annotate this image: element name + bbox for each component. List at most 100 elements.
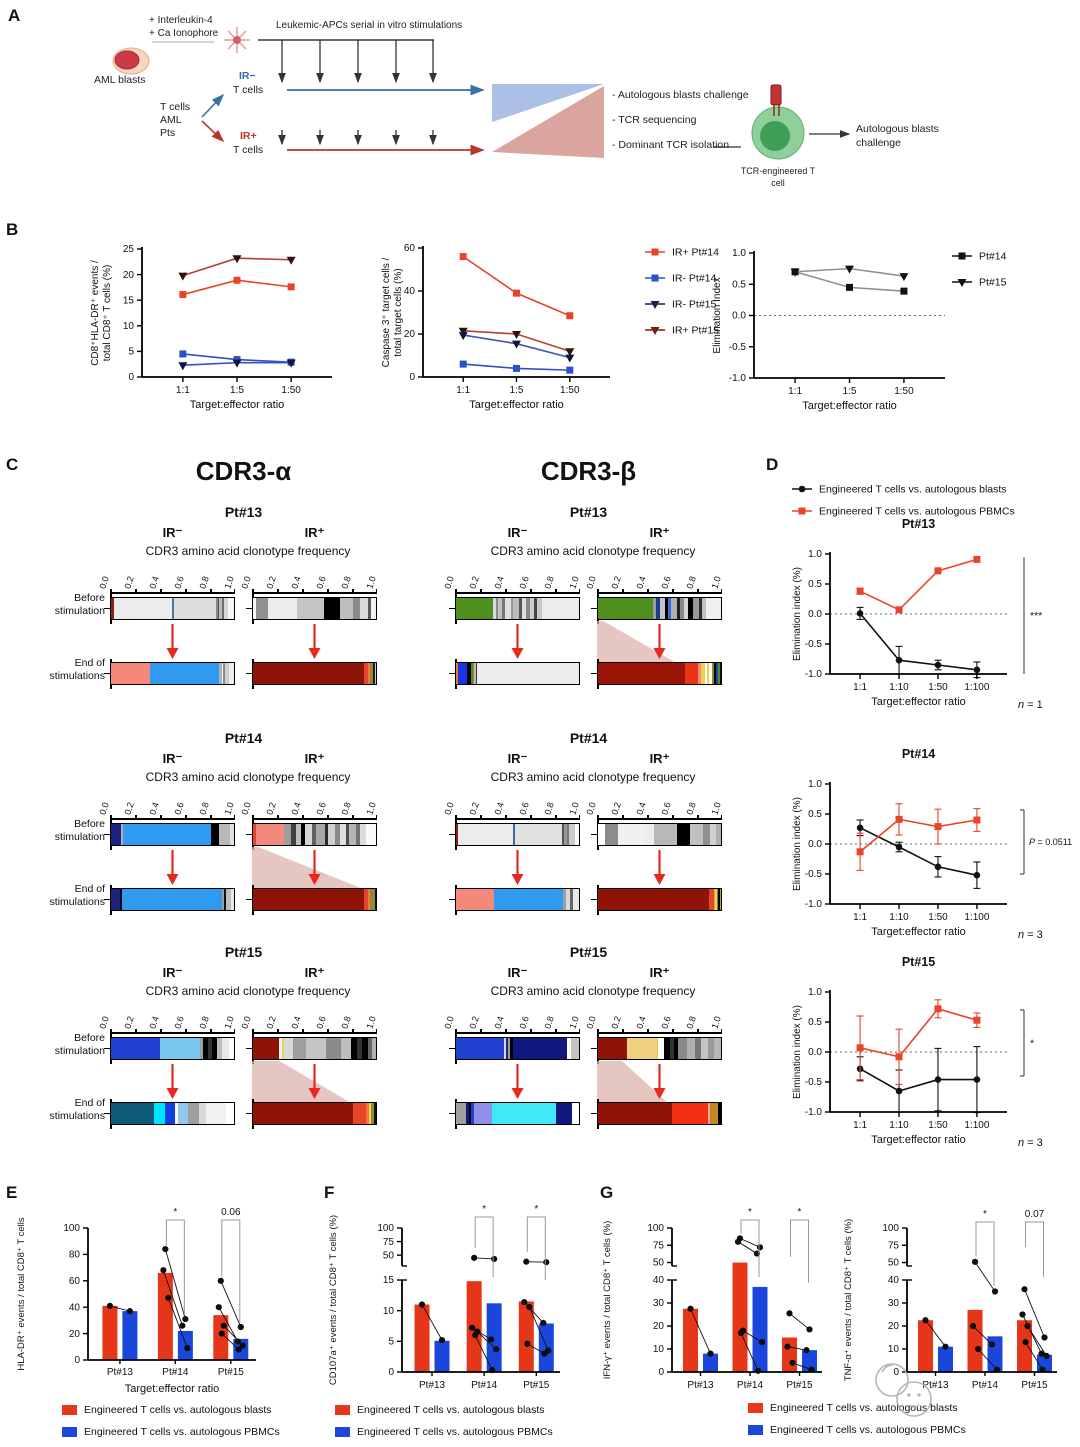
svg-text:0.5: 0.5 xyxy=(808,809,822,820)
engineered-t-cell-icon xyxy=(751,84,805,160)
svg-text:0: 0 xyxy=(409,372,415,383)
svg-text:40: 40 xyxy=(404,286,416,297)
svg-text:*: * xyxy=(173,1207,177,1218)
svg-text:1:1: 1:1 xyxy=(176,385,190,396)
clonotype-transition xyxy=(597,620,675,662)
red-bar xyxy=(102,1305,118,1360)
svg-text:Pt#14: Pt#14 xyxy=(972,1380,999,1391)
ir-condition-label: IR⁻ xyxy=(162,751,183,766)
clonotype-bar-Pt#13-alpha-irp-end xyxy=(252,662,377,685)
clonotype-group-Pt#13: Pt#13 CDR3 amino acid clonotype frequency… xyxy=(25,500,740,700)
svg-text:Elimination index (%): Elimination index (%) xyxy=(792,1005,803,1099)
svg-text:0.0: 0.0 xyxy=(808,839,822,850)
svg-text:1:100: 1:100 xyxy=(964,1120,989,1131)
row-label-end: End of stimulations xyxy=(49,883,105,908)
svg-text:0.0: 0.0 xyxy=(732,311,746,322)
legend-panel-e-row: Engineered T cells vs. autologous PBMCs xyxy=(62,1426,280,1438)
svg-text:40: 40 xyxy=(888,1275,900,1286)
svg-text:Target:effector ratio: Target:effector ratio xyxy=(802,400,897,412)
blue-bar xyxy=(538,1323,554,1372)
cdr3-beta-title: CDR3-β xyxy=(540,456,637,486)
clonotype-axis xyxy=(252,589,377,594)
panel-f-label: F xyxy=(324,1183,335,1202)
clonotype-bar-Pt#14-beta-irm-before xyxy=(455,823,580,846)
ir-condition-label: IR⁺ xyxy=(304,965,325,980)
chart-elimination-Pt#13: Pt#13 Elimination index (%)-1.0 -0.5 0.0 0.5… xyxy=(792,517,1043,711)
clonotype-axis xyxy=(597,589,722,594)
ir-condition-label: IR⁻ xyxy=(162,965,183,980)
svg-text:75: 75 xyxy=(888,1240,900,1251)
ir-minus-sub: T cells xyxy=(233,84,264,96)
svg-text:-1.0: -1.0 xyxy=(805,1107,823,1118)
svg-text:0.5: 0.5 xyxy=(808,1017,822,1028)
clonotype-axis xyxy=(455,815,580,820)
patient-title: Pt#14 xyxy=(569,730,608,746)
svg-text:CD107a⁺ events / total CD8⁺ T: CD107a⁺ events / total CD8⁺ T cells (%) xyxy=(328,1215,339,1385)
clonotype-bar-Pt#14-alpha-irm-before xyxy=(110,823,235,846)
legend-label: Engineered T cells vs. autologous PBMCs xyxy=(84,1426,280,1438)
cdr3-alpha-title: CDR3-α xyxy=(195,456,292,486)
svg-text:*: * xyxy=(1030,1038,1034,1050)
svg-text:10: 10 xyxy=(123,321,135,332)
svg-text:Pt#13: Pt#13 xyxy=(902,517,935,531)
svg-text:0.06: 0.06 xyxy=(221,1207,241,1218)
clonotype-axis xyxy=(110,815,235,820)
legend-label: Engineered T cells vs. autologous PBMCs xyxy=(357,1426,553,1438)
ir-condition-label: IR⁺ xyxy=(649,525,670,540)
svg-text:*: * xyxy=(534,1204,538,1215)
svg-text:1:50: 1:50 xyxy=(928,912,948,923)
ir-condition-label: IR⁺ xyxy=(649,965,670,980)
clonotype-tick-labels: 0.0 0.2 0.4 0.6 0.8 1.0 xyxy=(442,1015,581,1030)
panel-c-label: C xyxy=(6,455,19,474)
svg-text:100: 100 xyxy=(647,1223,664,1234)
svg-text:1:10: 1:10 xyxy=(889,912,909,923)
chart-elimination-index: Elimination Index -1.0 -0.5 0.0 0.5 1.0 1:1 1:5… xyxy=(712,248,945,412)
svg-text:1:1: 1:1 xyxy=(853,912,867,923)
legend-swatch xyxy=(748,1425,763,1435)
interleukin-label: + Interleukin-4 xyxy=(149,15,213,26)
clonotype-axis xyxy=(110,589,235,594)
legend-panel-f-row: Engineered T cells vs. autologous PBMCs xyxy=(335,1426,553,1438)
clonotype-transition xyxy=(166,1063,179,1099)
ir-condition-label: IR⁺ xyxy=(304,525,325,540)
clonotype-bar-Pt#13-alpha-irm-before xyxy=(110,597,235,620)
row-label-before: Before stimulation xyxy=(54,1032,105,1057)
svg-text:-0.5: -0.5 xyxy=(805,1077,823,1088)
clonotype-transition xyxy=(511,1063,524,1099)
patient-title: Pt#13 xyxy=(224,504,263,520)
clonotype-bar-Pt#13-beta-irm-before xyxy=(455,597,580,620)
svg-text:1:5: 1:5 xyxy=(230,385,244,396)
clonotype-group-Pt#14: Pt#14 CDR3 amino acid clonotype frequency… xyxy=(25,726,740,926)
clonotype-tick-labels: 0.0 0.2 0.4 0.6 0.8 1.0 xyxy=(97,575,236,590)
svg-text:40: 40 xyxy=(653,1275,665,1286)
svg-text:Pt#14: Pt#14 xyxy=(471,1380,498,1391)
aml-blasts-label: AML blasts xyxy=(94,74,146,86)
svg-text:Pt#15: Pt#15 xyxy=(1021,1380,1048,1391)
clonotype-tick-labels: 0.0 0.2 0.4 0.6 0.8 1.0 xyxy=(239,801,378,816)
clonotype-tick-labels: 0.0 0.2 0.4 0.6 0.8 1.0 xyxy=(442,801,581,816)
svg-text:-1.0: -1.0 xyxy=(805,899,823,910)
svg-text:Target:effector ratio: Target:effector ratio xyxy=(871,926,966,938)
chart-ifng-bars: IFN-γ⁺ events / total CD8⁺ T cells (%) 50… xyxy=(602,1207,822,1391)
patient-title: Pt#15 xyxy=(569,944,608,960)
blue-bar xyxy=(703,1353,718,1372)
svg-text:0.5: 0.5 xyxy=(732,279,746,290)
svg-text:5: 5 xyxy=(388,1337,394,1348)
clonotype-transition xyxy=(252,1060,350,1102)
svg-text:-1.0: -1.0 xyxy=(805,669,823,680)
ir-condition-label: IR⁻ xyxy=(507,751,528,766)
svg-text:Caspase 3⁺ target cells /: Caspase 3⁺ target cells / xyxy=(381,257,392,367)
ir-condition-label: IR⁻ xyxy=(507,965,528,980)
chart-tnfa-bars: TNF-α⁺ events / total CD8⁺ T cells (%) 50… xyxy=(843,1209,1057,1391)
svg-text:*: * xyxy=(482,1204,486,1215)
clonotype-axis xyxy=(455,589,580,594)
blue-bar xyxy=(122,1311,138,1360)
clonotype-tick-labels: 0.0 0.2 0.4 0.6 0.8 1.0 xyxy=(584,801,723,816)
svg-text:Pt#13: Pt#13 xyxy=(419,1380,446,1391)
svg-text:1.0: 1.0 xyxy=(808,779,822,790)
blue-bar xyxy=(752,1286,768,1372)
clonotype-tick-labels: 0.0 0.2 0.4 0.6 0.8 1.0 xyxy=(97,1015,236,1030)
clonotype-bar-Pt#13-alpha-irm-end xyxy=(110,662,235,685)
clonotype-bar-Pt#15-beta-irm-end xyxy=(455,1102,580,1125)
svg-text:10: 10 xyxy=(888,1344,900,1355)
